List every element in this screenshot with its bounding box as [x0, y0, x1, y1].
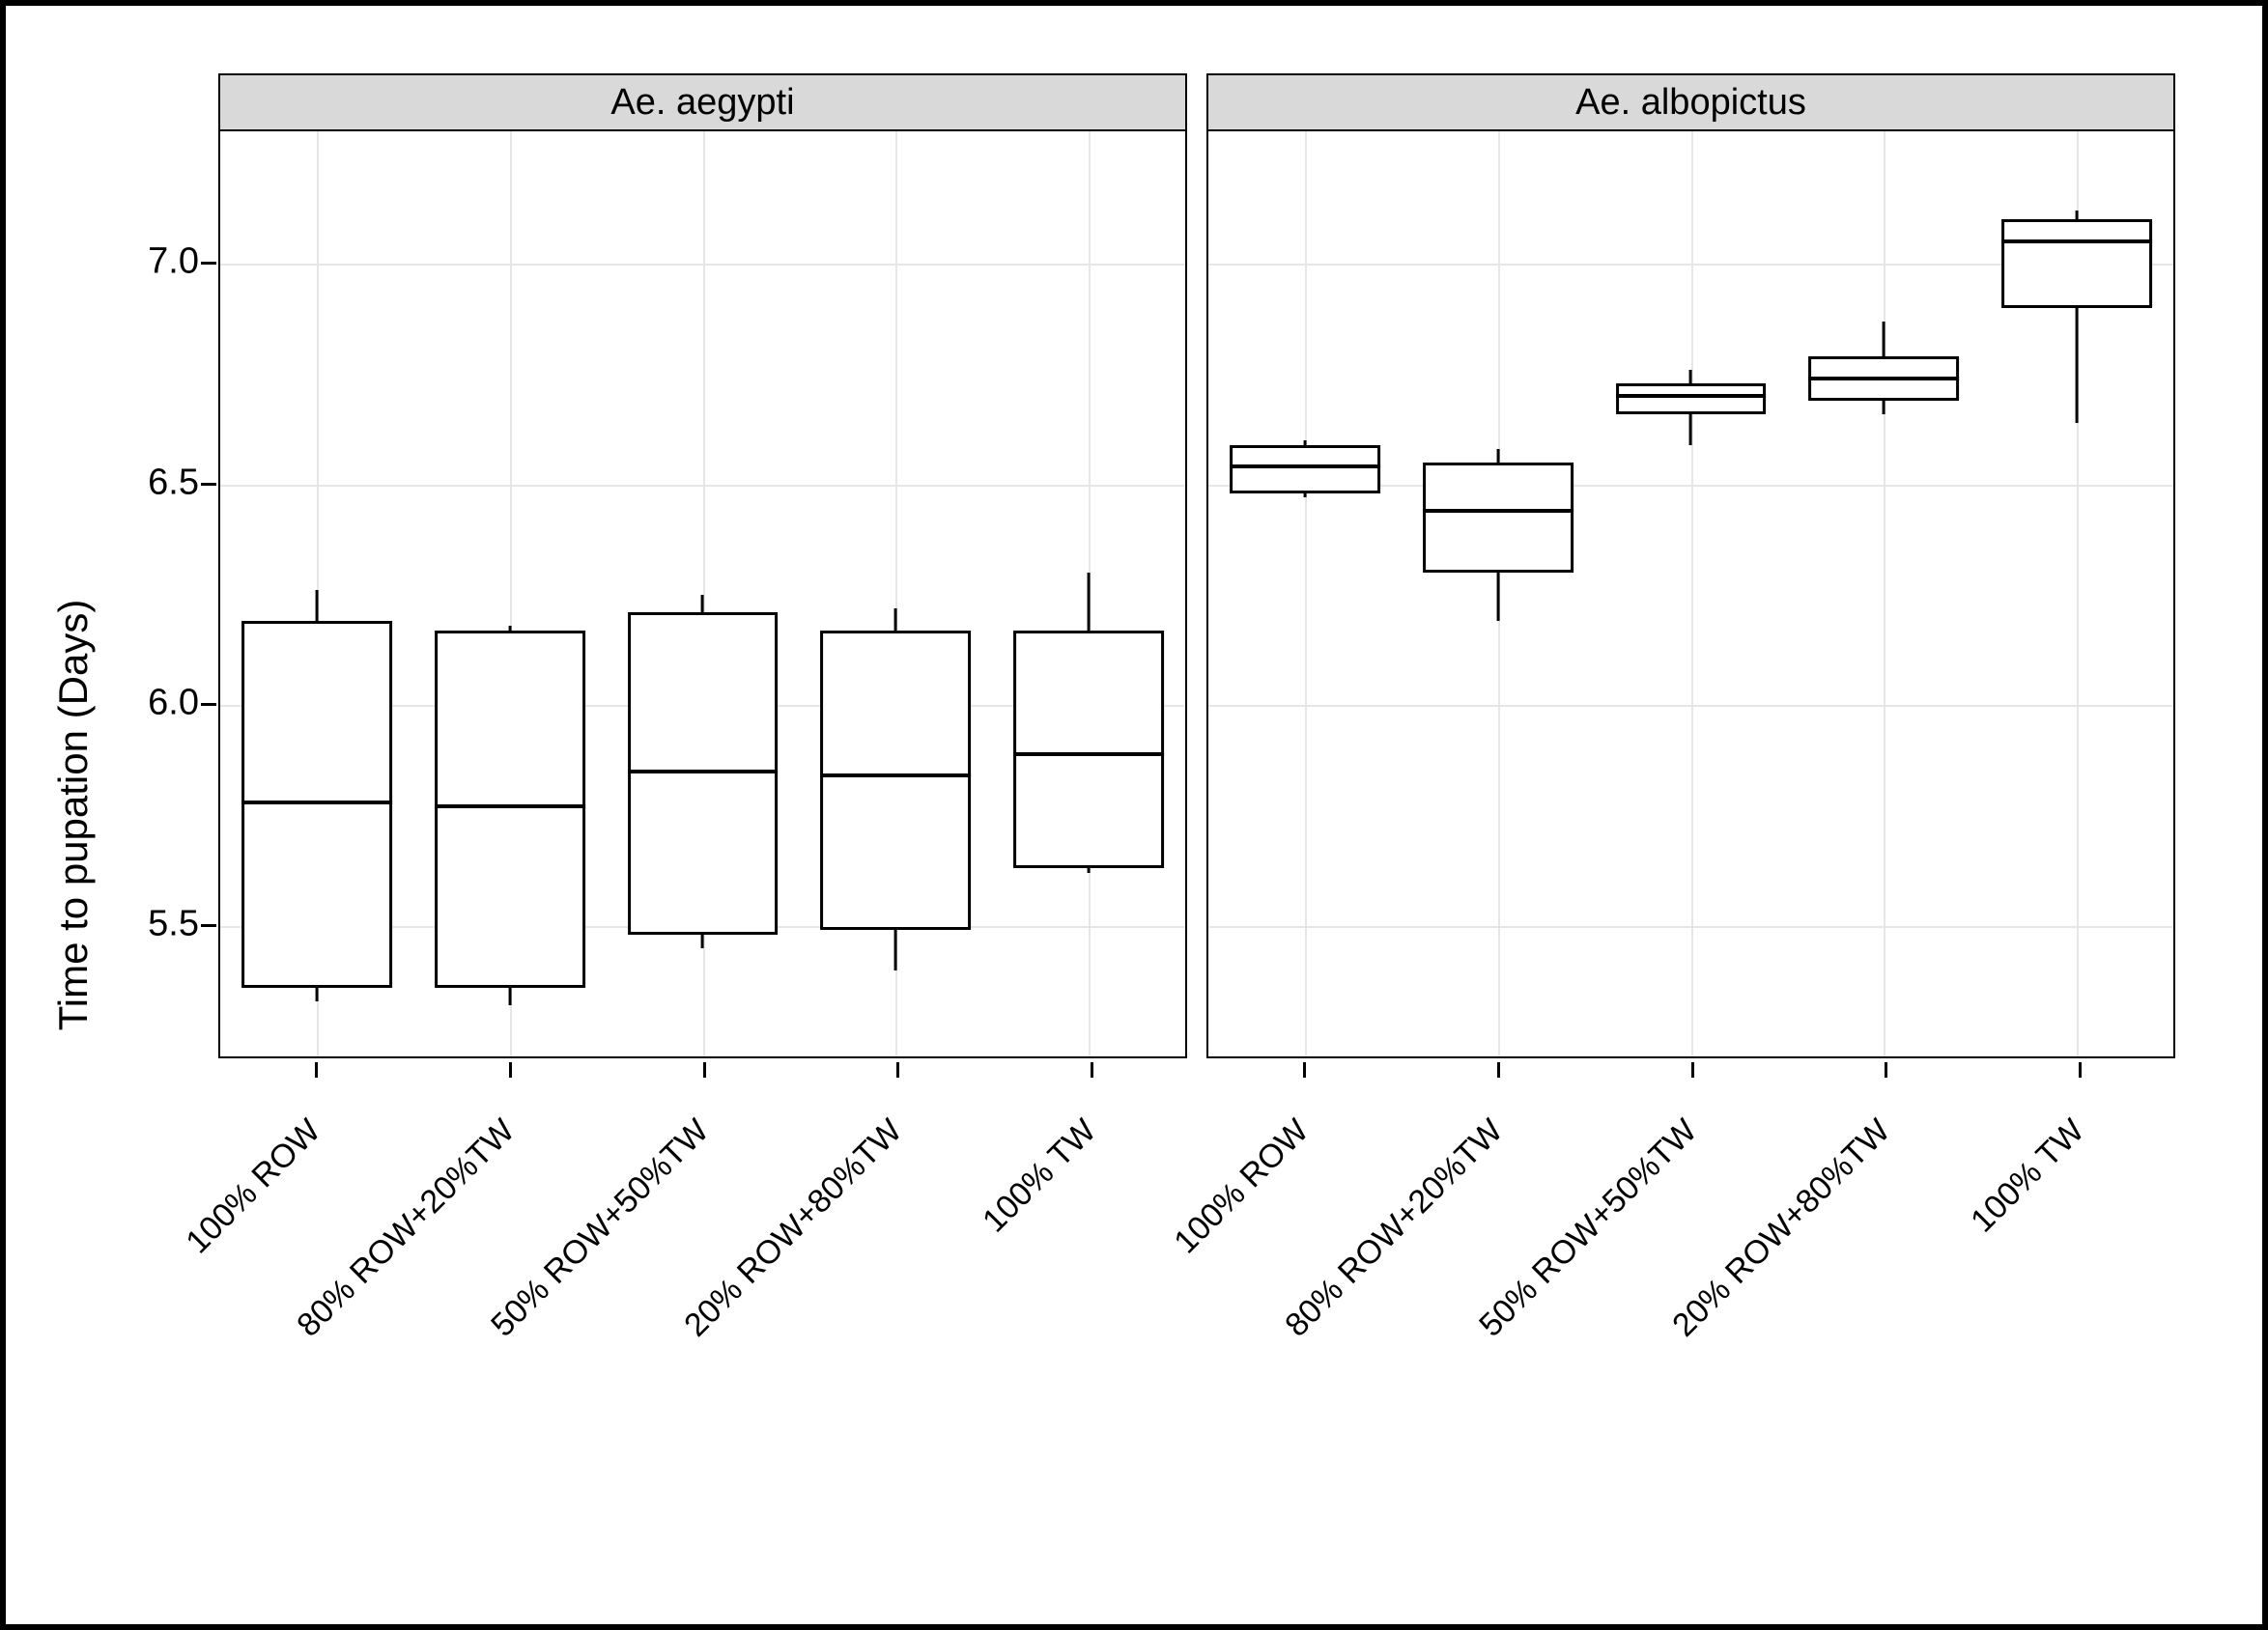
figure-frame: Time to pupation (Days) 5.5 6.0 6.5 7.0 Ae.…	[0, 0, 2268, 1630]
whisker	[1303, 493, 1306, 498]
whisker	[508, 988, 511, 1005]
x-tick-mark	[1497, 1062, 1500, 1078]
median-line	[435, 804, 585, 808]
x-tick-label: 20% ROW+80%TW	[1665, 1112, 1898, 1345]
facet-panel: Ae. albopictus	[1206, 73, 2175, 1058]
whisker	[1496, 449, 1499, 463]
y-tick-label: 6.5	[122, 462, 199, 503]
panels-row: Ae. aegypti Ae. albopictus	[218, 73, 2175, 1058]
x-tick-label: 50% ROW+50%TW	[1472, 1112, 1705, 1345]
x-tick-mark	[703, 1062, 706, 1078]
x-tick-mark	[1303, 1062, 1306, 1078]
whisker	[701, 595, 704, 612]
x-tick-mark	[2079, 1062, 2082, 1078]
boxplot	[241, 131, 392, 1056]
chart-stage: Time to pupation (Days) 5.56.06.57.0 Ae.…	[54, 44, 2214, 1586]
panel-body	[220, 131, 1185, 1056]
y-tick-mark	[201, 483, 216, 486]
panel-xticks: 100% ROW80% ROW+20%TW50% ROW+50%TW20% RO…	[1206, 1087, 2175, 1570]
y-tick-label: 6.0	[122, 683, 199, 724]
box	[1616, 383, 1767, 414]
x-tick-label: 20% ROW+80%TW	[677, 1112, 910, 1345]
whisker	[701, 935, 704, 948]
x-tick-mark	[896, 1062, 899, 1078]
boxplot	[1423, 131, 1573, 1056]
median-line	[820, 773, 971, 777]
x-tick-label: 50% ROW+50%TW	[484, 1112, 717, 1345]
x-tick-mark	[509, 1062, 512, 1078]
whisker	[1883, 322, 1885, 357]
box	[1013, 631, 1164, 869]
whisker	[1689, 370, 1692, 383]
whisker	[1088, 573, 1091, 630]
y-tick-mark	[201, 924, 216, 927]
y-tick-mark	[201, 703, 216, 706]
boxplot	[820, 131, 971, 1056]
boxplot	[1230, 131, 1380, 1056]
whisker	[1088, 868, 1091, 873]
boxplot	[435, 131, 585, 1056]
median-line	[1013, 752, 1164, 756]
x-tick-label: 100% ROW	[1168, 1112, 1318, 1262]
y-tick-mark	[201, 262, 216, 265]
x-tick-labels: 100% ROW80% ROW+20%TW50% ROW+50%TW20% RO…	[218, 1087, 2175, 1570]
boxplot	[628, 131, 779, 1056]
whisker	[1883, 401, 1885, 414]
median-line	[628, 770, 779, 773]
x-tick-label: 100% TW	[976, 1112, 1104, 1241]
box	[2001, 219, 2152, 307]
box	[241, 621, 392, 987]
whisker	[2076, 211, 2079, 219]
box	[628, 612, 779, 935]
median-line	[241, 801, 392, 804]
box	[820, 631, 971, 931]
median-line	[1423, 509, 1573, 513]
x-tick-label: 100% TW	[1964, 1112, 2092, 1241]
x-tick-mark	[1691, 1062, 1694, 1078]
x-tick-mark	[1885, 1062, 1887, 1078]
boxplot	[1616, 131, 1767, 1056]
whisker	[315, 590, 318, 621]
box	[1423, 463, 1573, 573]
x-tick-mark	[315, 1062, 318, 1078]
panel-body	[1208, 131, 2173, 1056]
y-axis-label: Time to pupation (Days)	[50, 600, 97, 1031]
x-tick-label: 100% ROW	[180, 1112, 329, 1262]
box	[1230, 445, 1380, 493]
median-line	[2001, 239, 2152, 243]
box	[435, 631, 585, 988]
x-tick-label: 80% ROW+20%TW	[290, 1112, 523, 1345]
median-line	[1616, 394, 1767, 398]
median-line	[1808, 377, 1959, 380]
y-tick-label: 5.5	[122, 903, 199, 944]
y-tick-label: 7.0	[122, 241, 199, 283]
whisker	[894, 930, 897, 970]
panel-xticks: 100% ROW80% ROW+20%TW50% ROW+50%TW20% RO…	[218, 1087, 1187, 1570]
boxplot	[1013, 131, 1164, 1056]
facet-panel: Ae. aegypti	[218, 73, 1187, 1058]
x-tick-mark	[1091, 1062, 1093, 1078]
whisker	[1496, 573, 1499, 621]
whisker	[315, 988, 318, 1001]
whisker	[894, 608, 897, 631]
boxplot	[2001, 131, 2152, 1056]
whisker	[2076, 308, 2079, 423]
whisker	[1689, 414, 1692, 445]
y-tick-labels: 5.5 6.0 6.5 7.0	[122, 44, 199, 1586]
panel-strip: Ae. albopictus	[1208, 75, 2173, 131]
median-line	[1230, 464, 1380, 468]
x-tick-label: 80% ROW+20%TW	[1278, 1112, 1511, 1345]
panel-strip: Ae. aegypti	[220, 75, 1185, 131]
boxplot	[1808, 131, 1959, 1056]
